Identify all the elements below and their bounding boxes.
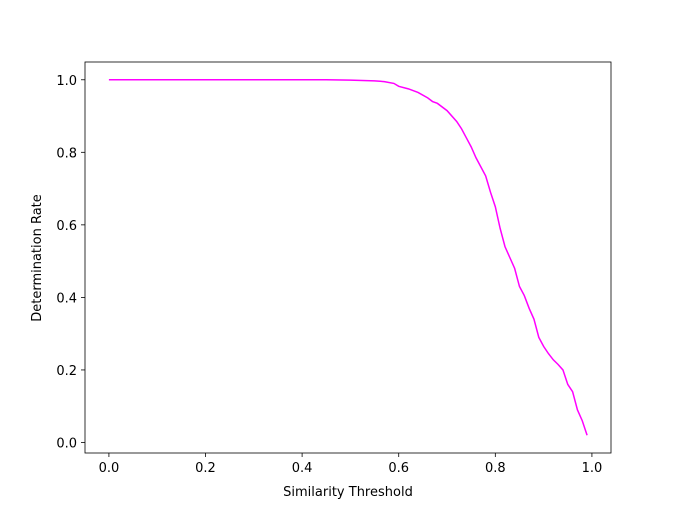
y-tick-label: 0.2 [56,364,77,379]
x-tick-label: 0.0 [99,461,120,476]
y-tick-label: 0.8 [56,146,77,161]
line [108,79,588,436]
y-axis-label: Determination Rate [30,194,45,322]
plot-frame [84,61,612,454]
x-tick-label: 1.0 [582,461,603,476]
x-tick-label: 0.8 [485,461,506,476]
y-tick-label: 0.0 [56,436,77,451]
x-tick-label: 0.2 [195,461,216,476]
x-tick-label: 0.4 [292,461,313,476]
x-tick-label: 0.6 [388,461,409,476]
x-axis-label: Similarity Threshold [283,485,413,500]
y-tick-label: 0.4 [56,291,77,306]
y-tick-label: 0.6 [56,219,77,234]
y-tick-label: 1.0 [56,74,77,89]
